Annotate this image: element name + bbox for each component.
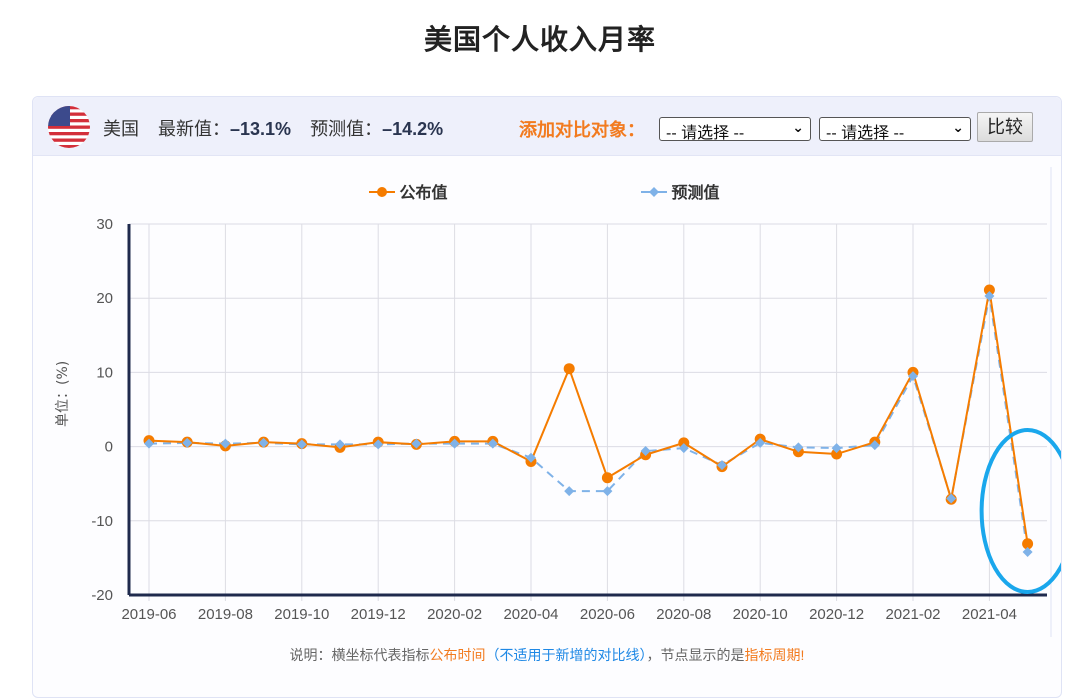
compare-select-1[interactable]: -- 请选择 -- ⌄ xyxy=(659,117,811,142)
country-label: 美国 xyxy=(103,119,139,139)
note-prefix: 说明：横坐标代表指标 xyxy=(289,647,430,663)
us-flag-icon xyxy=(48,106,90,148)
legend-forecast-label: 预测值 xyxy=(671,185,720,202)
compare-button[interactable]: 比较 xyxy=(977,112,1033,142)
svg-text:2020-02: 2020-02 xyxy=(427,606,482,623)
svg-text:2020-04: 2020-04 xyxy=(503,606,558,623)
chevron-down-icon: ⌄ xyxy=(792,119,804,135)
note-highlight-publish-time: 公布时间 xyxy=(429,647,486,663)
legend-forecast[interactable]: 预测值 xyxy=(641,179,719,203)
compare-select-2-value: -- 请选择 -- xyxy=(826,125,905,142)
header-info: 美国 最新值：–13.1% 预测值：–14.2% xyxy=(103,115,457,141)
latest-label: 最新值： xyxy=(158,119,231,139)
highlight-ellipse xyxy=(979,428,1061,594)
page-title: 美国个人收入月率 xyxy=(423,24,656,55)
svg-text:2021-02: 2021-02 xyxy=(885,606,940,623)
svg-text:2020-10: 2020-10 xyxy=(733,606,788,623)
svg-text:30: 30 xyxy=(96,216,113,233)
header-bar: 美国 最新值：–13.1% 预测值：–14.2% 添加对比对象： -- 请选择 … xyxy=(33,97,1061,156)
add-compare-label: 添加对比对象： xyxy=(519,120,645,140)
note-highlight-period: 指标周期 xyxy=(744,647,801,663)
svg-text:20: 20 xyxy=(96,290,113,307)
forecast-label: 预测值： xyxy=(310,119,383,139)
svg-text:单位：(%): 单位：(%) xyxy=(55,361,71,427)
svg-text:2019-08: 2019-08 xyxy=(198,606,253,623)
forecast-value: –14.2% xyxy=(382,119,444,139)
svg-text:2019-06: 2019-06 xyxy=(121,606,176,623)
note-suffix: ! xyxy=(800,647,805,663)
compare-select-1-value: -- 请选择 -- xyxy=(666,125,745,142)
chart-panel: 美国 最新值：–13.1% 预测值：–14.2% 添加对比对象： -- 请选择 … xyxy=(32,96,1062,698)
line-chart: 30 20 10 0 -10 -20 2019-06 2019-08 2019-10 2019-1… xyxy=(55,167,1061,637)
compare-select-2[interactable]: -- 请选择 -- ⌄ xyxy=(819,117,971,142)
latest-value: –13.1% xyxy=(230,119,292,139)
footnote: 说明：横坐标代表指标公布时间（不适用于新增的对比线），节点显示的是指标周期! xyxy=(33,645,1061,665)
legend-published-label: 公布值 xyxy=(399,185,448,202)
svg-text:2019-10: 2019-10 xyxy=(274,606,329,623)
note-middle: ，节点显示的是 xyxy=(646,647,745,663)
svg-text:-20: -20 xyxy=(91,587,113,604)
svg-text:2019-12: 2019-12 xyxy=(351,606,406,623)
svg-text:2020-06: 2020-06 xyxy=(580,606,635,623)
legend-published[interactable]: 公布值 xyxy=(369,179,447,203)
svg-text:10: 10 xyxy=(96,364,113,381)
svg-text:2020-12: 2020-12 xyxy=(809,606,864,623)
svg-text:2020-08: 2020-08 xyxy=(656,606,711,623)
chevron-down-icon: ⌄ xyxy=(952,119,964,135)
blue-diamond-line-icon xyxy=(641,187,667,197)
orange-circle-line-icon xyxy=(369,187,395,197)
svg-text:-10: -10 xyxy=(91,513,113,530)
svg-text:0: 0 xyxy=(105,439,113,456)
svg-text:2021-04: 2021-04 xyxy=(962,606,1017,623)
note-paren: （不适用于新增的对比线） xyxy=(485,647,647,663)
